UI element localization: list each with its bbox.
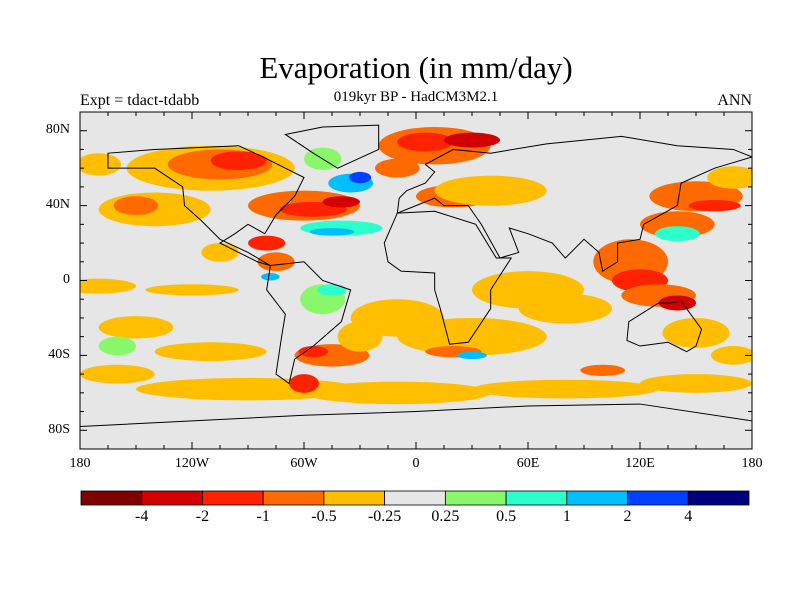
anomaly-patch (304, 381, 491, 405)
anomaly-patch (261, 273, 280, 281)
anomaly-patch (317, 284, 347, 296)
coastline (80, 403, 752, 449)
plot-subtitle: 019kyr BP - HadCM3M2.1 (333, 89, 499, 105)
anomaly-patch (688, 199, 741, 212)
anomaly-patch (707, 166, 752, 189)
anomaly-patch (348, 171, 372, 184)
anomaly-patch (80, 364, 155, 384)
anomaly-patch (80, 153, 122, 176)
anomaly-patch (434, 175, 547, 206)
anomaly-patch (374, 158, 420, 178)
colorbar-swatch (262, 490, 325, 506)
anomaly-patch (80, 278, 136, 294)
anomaly-patch (247, 235, 286, 251)
colorbar-label: 1 (562, 508, 571, 525)
anomaly-patch (662, 317, 730, 348)
colorbar-label: 4 (684, 508, 693, 525)
colorbar-swatch (202, 490, 264, 506)
colorbar-swatch (141, 490, 203, 506)
coastline (396, 135, 752, 272)
x-tick-label: 0 (412, 456, 420, 471)
anomaly-patch (309, 228, 355, 236)
colorbar-label: -0.5 (311, 508, 337, 525)
anomaly-patch (397, 132, 454, 152)
y-tick-label: 0 (63, 272, 70, 287)
anomaly-patch (471, 379, 659, 399)
colorbar-label: 2 (623, 508, 632, 525)
anomaly-patch (640, 374, 752, 393)
colorbar-swatch (505, 490, 568, 506)
anomaly-patch (154, 342, 267, 362)
colorbar-swatch (323, 490, 386, 506)
colorbar-label: -0.25 (367, 508, 402, 525)
x-tick-label: 120W (174, 456, 210, 471)
plot-title: Evaporation (in mm/day) (259, 50, 573, 85)
x-tick-label: 180 (741, 456, 763, 471)
anomaly-patch (654, 226, 700, 242)
anomaly-patch (145, 284, 239, 296)
colorbar-swatch (566, 490, 628, 506)
experiment-label: Expt = tdact-tdabb (80, 92, 200, 109)
anomaly-patch (350, 299, 445, 337)
x-tick-label: 60W (290, 456, 318, 471)
y-tick-label: 80N (45, 122, 70, 137)
colorbar-label: 0.25 (431, 508, 460, 525)
coastline (626, 300, 703, 353)
anomaly-patch (444, 132, 500, 148)
anomaly-patch (658, 295, 696, 311)
anomaly-patch (457, 351, 487, 360)
y-tick-label: 80S (48, 422, 70, 437)
anomaly-patch (710, 346, 752, 365)
colorbar-label: -4 (135, 508, 149, 525)
coastline (383, 210, 513, 345)
x-tick-label: 180 (69, 456, 91, 471)
anomaly-patch (298, 346, 329, 358)
colorbar-label: 0.5 (496, 508, 517, 525)
colorbar-swatch (384, 490, 446, 506)
colorbar-swatch (627, 490, 689, 506)
anomaly-patch (98, 316, 174, 339)
colorbar-swatch (80, 490, 143, 506)
y-tick-label: 40S (48, 347, 70, 362)
anomaly-patch (580, 364, 626, 376)
anomaly-patch (322, 196, 361, 208)
colorbar-label: -2 (195, 508, 210, 525)
anomaly-patch (518, 293, 612, 324)
colorbar-label: -1 (256, 508, 270, 525)
anomaly-patch (113, 196, 159, 215)
anomaly-patch (257, 252, 295, 272)
coastline (107, 145, 305, 267)
colorbar-swatch (444, 490, 507, 506)
anomaly-patch (98, 336, 136, 356)
coastline (266, 261, 352, 385)
x-tick-label: 120E (625, 456, 655, 471)
season-label: ANN (717, 92, 752, 109)
coastline (284, 124, 380, 169)
anomaly-patch (210, 151, 267, 171)
colorbar-swatch (687, 490, 750, 506)
y-tick-label: 40N (45, 197, 70, 212)
x-tick-label: 60E (516, 456, 540, 471)
anomaly-patch (289, 374, 319, 393)
